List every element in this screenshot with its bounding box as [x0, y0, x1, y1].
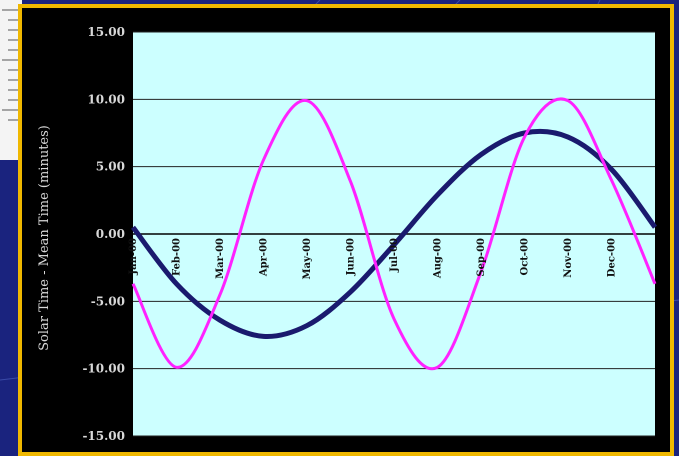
x-tick-label: May-00: [302, 238, 313, 279]
y-ticks-group: 15.00 10.00 5.00 0.00 -5.00 -10.00 -15.00: [82, 25, 125, 443]
series-line-dark: [131, 128, 658, 339]
x-tick-label: Jun-00: [346, 238, 357, 276]
y-tick-label: 5.00: [96, 160, 125, 174]
y-tick-label: -15.00: [82, 429, 125, 443]
y-tick-label: 15.00: [87, 25, 125, 39]
x-tick-label: Apr-00: [259, 238, 270, 277]
y-tick-label: -10.00: [82, 362, 125, 376]
x-tick-label: Dec-00: [607, 238, 618, 277]
y-axis-label: Solar Time - Mean Time (minutes): [37, 125, 52, 351]
x-tick-label: Nov-00: [563, 238, 574, 278]
x-ticks-group: Jan-00 Feb-00 Mar-00 Apr-00 May-00 Jun-00 Jul-…: [128, 238, 618, 279]
x-tick-label: Jul-00: [389, 238, 400, 273]
x-tick-label: Oct-00: [520, 238, 531, 276]
x-tick-label: Mar-00: [215, 238, 226, 279]
y-tick-label: -5.00: [91, 294, 125, 308]
series-line-magenta: [131, 97, 657, 371]
series-group: [131, 97, 658, 371]
y-tick-label: 10.00: [87, 92, 125, 106]
y-tick-label: 0.00: [96, 227, 125, 241]
x-tick-label: Feb-00: [172, 238, 183, 276]
x-tick-label: Sep-00: [476, 238, 487, 277]
x-tick-label: Jan-00: [128, 238, 139, 276]
x-tick-label: Aug-00: [433, 238, 444, 279]
